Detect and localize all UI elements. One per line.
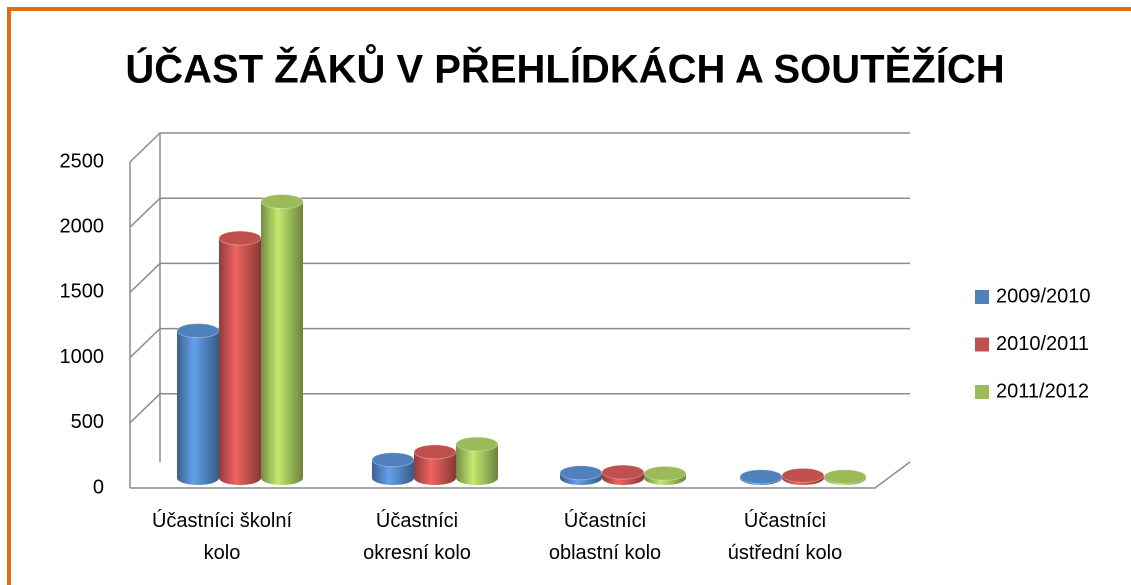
x-tick-label: Účastníci ústřední kolo — [728, 509, 843, 564]
bar — [371, 452, 415, 485]
bar-body — [456, 444, 498, 485]
bar-top — [739, 469, 783, 485]
bar-top — [781, 467, 825, 483]
bar — [739, 469, 783, 485]
bar-top — [559, 465, 603, 481]
grid-line — [129, 327, 910, 359]
legend-swatch — [975, 385, 989, 399]
grid-line — [129, 262, 910, 293]
bar — [601, 464, 645, 485]
legend-label: 2011/2012 — [996, 380, 1089, 402]
bar-top — [455, 436, 499, 452]
y-tick-label: 2500 — [60, 150, 105, 172]
bar-top — [218, 230, 262, 246]
x-tick-label: Účastníci okresní kolo — [363, 509, 471, 564]
bar — [176, 323, 220, 485]
bar-body — [177, 330, 219, 485]
bar — [260, 194, 304, 485]
y-tick-label: 1000 — [60, 346, 105, 368]
bar-top — [413, 444, 457, 460]
bar-top — [176, 323, 220, 339]
grid-line — [129, 393, 910, 424]
grid-line — [129, 197, 910, 228]
y-tick-label: 1500 — [60, 281, 105, 303]
y-tick-label: 0 — [93, 476, 104, 498]
chart-title: ÚČAST ŽÁKŮ V PŘEHLÍDKÁCH A SOUTĚŽÍCH — [125, 43, 1004, 92]
legend-swatch — [975, 290, 989, 304]
bar — [413, 444, 457, 485]
frame — [7, 7, 1131, 585]
bar — [559, 465, 603, 485]
y-tick-label: 500 — [71, 411, 104, 433]
x-tick-label: Účastníci oblastní kolo — [549, 509, 661, 564]
bar-top — [823, 469, 867, 485]
y-tick-label: 2000 — [60, 215, 105, 237]
bar-top — [643, 465, 687, 481]
bar-body — [414, 451, 456, 485]
bar-body — [261, 201, 303, 485]
bar-body — [372, 459, 414, 485]
bar — [643, 465, 687, 485]
bar-body — [219, 238, 261, 485]
legend-label: 2009/2010 — [996, 285, 1091, 307]
bar-top — [601, 464, 645, 480]
grid-line — [129, 132, 910, 163]
legend-label: 2010/2011 — [996, 333, 1089, 355]
floor-edge — [130, 461, 911, 489]
x-tick-label: Účastníci školní kolo — [152, 509, 292, 564]
bar — [218, 230, 262, 485]
legend-swatch — [975, 337, 989, 352]
bar-top — [371, 452, 415, 468]
bar — [455, 436, 499, 485]
bar — [781, 467, 825, 485]
bar — [823, 469, 867, 485]
bar-top — [260, 194, 304, 210]
